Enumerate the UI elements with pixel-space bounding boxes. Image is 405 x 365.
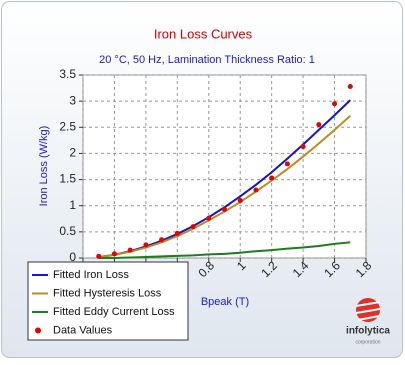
y-tick-label: 2 xyxy=(69,146,76,160)
y-tick-label: 0 xyxy=(69,250,76,264)
data-point xyxy=(253,187,259,193)
series-line xyxy=(98,241,351,259)
logo-sub: corporation xyxy=(355,339,380,345)
data-point xyxy=(347,84,353,90)
data-point xyxy=(222,206,227,212)
data-point xyxy=(316,122,322,128)
y-tick-label: 3 xyxy=(69,93,76,107)
legend-swatch xyxy=(35,327,41,334)
data-point xyxy=(174,230,180,236)
y-tick-label: 0.5 xyxy=(59,224,76,238)
data-point xyxy=(269,175,275,181)
data-point xyxy=(237,197,243,203)
data-point xyxy=(111,251,117,257)
data-point xyxy=(96,253,102,259)
y-tick-label: 1.5 xyxy=(59,172,76,186)
data-point xyxy=(332,101,338,107)
data-point xyxy=(284,161,290,167)
y-axis-label: Iron Loss (W/kg) xyxy=(38,126,50,207)
data-point xyxy=(300,144,306,150)
data-point xyxy=(190,224,196,230)
data-point xyxy=(206,215,212,221)
data-point xyxy=(159,237,165,243)
logo-name: infolytica xyxy=(346,326,390,337)
legend xyxy=(27,261,189,341)
y-tick-label: 1 xyxy=(69,198,76,212)
x-axis-label: Bpeak (T) xyxy=(201,296,249,308)
y-tick-label: 3.5 xyxy=(59,67,76,81)
legend-label: Fitted Iron Loss xyxy=(53,269,129,281)
data-point xyxy=(143,242,149,248)
logo-icon xyxy=(355,298,381,322)
legend-label: Fitted Eddy Current Loss xyxy=(53,306,175,318)
chart-subtitle: 20 °C, 50 Hz, Lamination Thickness Ratio… xyxy=(99,54,315,66)
legend-label: Data Values xyxy=(53,324,113,336)
y-tick-label: 2.5 xyxy=(59,119,76,133)
chart-title: Iron Loss Curves xyxy=(154,26,253,41)
plot-area xyxy=(82,74,367,259)
legend-label: Fitted Hysteresis Loss xyxy=(53,287,162,299)
data-point xyxy=(127,247,133,253)
